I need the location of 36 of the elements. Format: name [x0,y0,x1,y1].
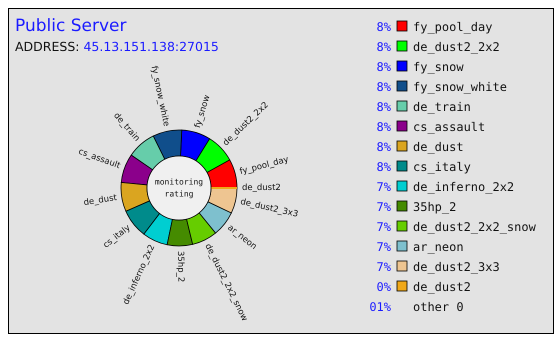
legend-label: cs_italy [413,160,471,174]
category-label: de_dust2 [413,280,471,294]
legend-label: ar_neon [413,240,464,254]
data-label: 7% [376,200,392,214]
slice-label: 35hp_2 [175,250,186,282]
data-label: 7% [376,220,392,234]
data-label: 8% [376,40,392,54]
data-label: 8% [376,120,392,134]
text: 01% other 0 [369,300,464,314]
data-label: 8% [376,160,392,174]
legend-label: 35hp_2 [413,200,456,214]
data-label: 8% [376,60,392,74]
legend-label: de_inferno_2x2 [413,180,514,194]
chart-title: Public Server [15,16,126,36]
data-label: 7% [376,240,392,254]
text: rating [164,190,194,198]
text: 0% [376,280,391,294]
data-label: 8% [376,100,392,114]
data-label: 7% [376,260,392,274]
legend-label: de_dust [413,140,464,154]
legend-label: fy_snow [413,60,464,74]
legend-label: de_dust2_2x2_snow [413,220,537,234]
legend-label: de_dust2_3x3 [413,260,500,274]
text: ADDRESS: 45.13.151.138:27015 [15,39,219,54]
slice-label: de_dust [83,192,118,208]
legend-label: de_dust2_2x2 [413,40,500,54]
legend-label: cs_assault [413,120,486,134]
data-label: 8% [376,80,392,94]
legend-label: de_dust2 [242,183,281,193]
text: monitoring [154,178,204,186]
data-label: 8% [376,20,392,34]
data-label: 8% [376,140,392,154]
data-label: 7% [376,180,392,194]
legend-label: fy_snow_white [413,80,507,94]
legend-label: de_train [413,100,471,114]
legend-label: fy_pool_day [413,20,492,34]
